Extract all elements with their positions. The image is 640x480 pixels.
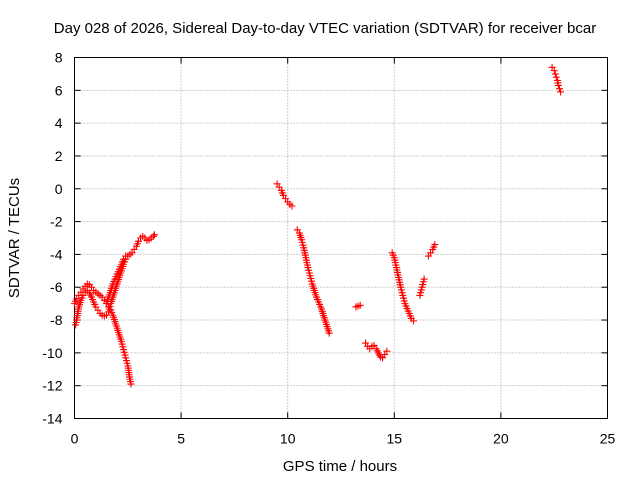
- data-point: [150, 231, 158, 239]
- data-point: [552, 73, 560, 81]
- data-point: [551, 70, 559, 78]
- x-tick-label: 25: [600, 431, 616, 447]
- y-tick-label: -2: [50, 214, 63, 230]
- y-tick-label: 4: [55, 115, 63, 131]
- data-points: [71, 63, 565, 388]
- data-point: [383, 347, 391, 355]
- y-tick-label: -4: [50, 246, 63, 262]
- x-tick-label: 20: [493, 431, 509, 447]
- x-tick-label: 0: [71, 431, 79, 447]
- y-tick-label: 8: [55, 50, 63, 66]
- y-tick-label: -12: [42, 378, 62, 394]
- data-point: [288, 202, 296, 210]
- y-tick-labels: -14 -12 -10 -8 -6 -4 -2 0 2 4 6 8: [42, 50, 62, 427]
- data-point: [409, 317, 417, 325]
- data-point: [431, 241, 439, 249]
- data-point: [557, 88, 565, 96]
- data-point: [356, 301, 364, 309]
- x-tick-label: 5: [177, 431, 185, 447]
- y-tick-label: -6: [50, 279, 63, 295]
- data-point: [554, 81, 562, 89]
- data-point: [127, 380, 135, 388]
- y-tick-label: 6: [55, 82, 63, 98]
- y-axis-label: SDTVAR / TECUs: [6, 178, 23, 298]
- x-tick-label: 15: [387, 431, 403, 447]
- y-tick-label: 2: [55, 148, 63, 164]
- y-tick-label: -8: [50, 312, 63, 328]
- plot-frame: [74, 57, 608, 419]
- y-tick-label: -14: [42, 411, 62, 427]
- y-tick-label: 0: [55, 181, 63, 197]
- x-tick-label: 10: [280, 431, 296, 447]
- data-point: [420, 275, 428, 283]
- chart-title: Day 028 of 2026, Sidereal Day-to-day VTE…: [54, 20, 596, 37]
- x-axis-label: GPS time / hours: [283, 458, 397, 475]
- data-point: [550, 67, 558, 75]
- grid: [74, 57, 608, 419]
- data-point: [325, 329, 333, 337]
- data-point: [556, 85, 564, 93]
- data-point: [122, 252, 130, 260]
- y-tick-label: -10: [42, 345, 62, 361]
- x-tick-labels: 0 5 10 15 20 25: [71, 431, 616, 447]
- data-point: [149, 232, 157, 240]
